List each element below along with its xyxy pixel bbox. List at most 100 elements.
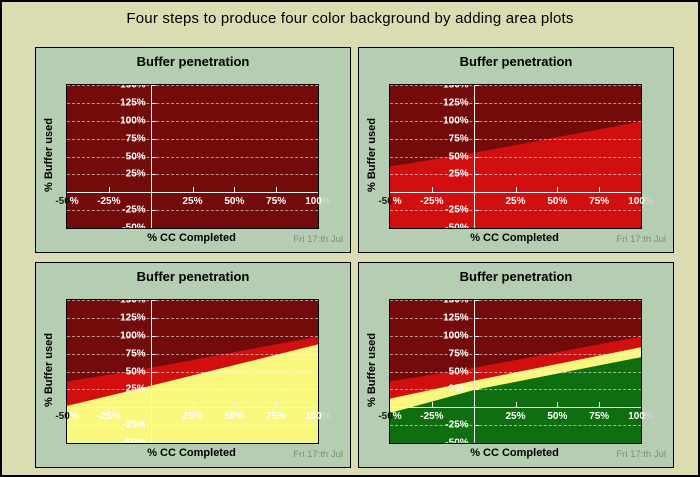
y-tick-mark <box>150 138 156 140</box>
gridline-y-25 <box>390 174 641 176</box>
y-tick-mark <box>473 425 479 427</box>
y-tick-label: 125% <box>120 312 146 324</box>
y-tick-mark <box>150 174 156 176</box>
y-tick-mark <box>150 335 156 337</box>
y-tick-label: 125% <box>443 312 469 324</box>
x-axis-title: % CC Completed <box>470 232 559 244</box>
y-tick-mark <box>150 102 156 104</box>
y-tick-mark <box>150 371 156 373</box>
gridline-y--25 <box>67 210 318 212</box>
y-tick-label: 150% <box>443 85 469 91</box>
gridline-y-125 <box>67 317 318 319</box>
y-tick-mark <box>473 300 479 301</box>
datestamp: Fri 17:th Jul <box>616 449 666 460</box>
y-tick-label: -50% <box>445 437 469 444</box>
x-axis-title: % CC Completed <box>470 447 559 459</box>
gridline-y-125 <box>67 102 318 104</box>
gridline-y-150 <box>390 300 641 301</box>
y-tick-label: 150% <box>120 300 146 306</box>
y-axis-title: % Buffer used <box>43 333 55 407</box>
y-tick-label: -50% <box>122 222 146 229</box>
x-tick-mark <box>599 402 601 408</box>
gridline-y-75 <box>67 138 318 140</box>
y-tick-label: 75% <box>448 133 469 145</box>
x-tick-mark <box>431 187 433 193</box>
chart-panel: Buffer penetration 150% 125% 100% 75% 50% 25% -… <box>35 47 351 253</box>
y-tick-label: 150% <box>120 85 146 91</box>
y-tick-label: 150% <box>443 300 469 306</box>
gridline-y-50 <box>390 156 641 158</box>
x-axis-line <box>67 192 318 194</box>
gridline-y-150 <box>390 85 641 86</box>
y-axis-title: % Buffer used <box>43 118 55 192</box>
x-tick-mark <box>192 402 194 408</box>
gridline-y-25 <box>67 389 318 391</box>
gridline-y-50 <box>390 371 641 373</box>
y-tick-mark <box>150 210 156 212</box>
x-tick-mark <box>599 187 601 193</box>
chart-panel: Buffer penetration 150% 125% 100% 75% 50% 25% -… <box>358 262 674 468</box>
gridline-y-50 <box>67 156 318 158</box>
y-tick-label: 50% <box>448 366 469 377</box>
gridline-y-50 <box>67 371 318 373</box>
y-tick-label: 25% <box>125 168 146 180</box>
plot-area: 150% 125% 100% 75% 50% 25% -25% -50% -50% -25% 25%… <box>378 84 654 229</box>
y-tick-mark <box>150 425 156 427</box>
chart-panel: Buffer penetration 150% 125% 100% 75% 50% 25% -… <box>358 47 674 253</box>
gridline-y-75 <box>390 138 641 140</box>
y-tick-label: 25% <box>448 168 469 180</box>
y-tick-mark <box>150 317 156 319</box>
y-tick-label: -25% <box>122 419 146 431</box>
gridline-y-100 <box>67 120 318 122</box>
y-tick-label: 50% <box>448 151 469 162</box>
figure-title: Four steps to produce four color backgro… <box>126 10 574 27</box>
y-tick-mark <box>473 120 479 122</box>
y-tick-mark <box>150 300 156 301</box>
x-axis-title: % CC Completed <box>147 232 236 244</box>
y-tick-mark <box>150 353 156 355</box>
y-tick-mark <box>473 138 479 140</box>
x-tick-label-outside-part: % <box>644 196 654 208</box>
chart-title: Buffer penetration <box>136 54 250 69</box>
datestamp: Fri 17:th Jul <box>616 234 666 245</box>
y-tick-mark <box>150 120 156 122</box>
y-tick-mark <box>473 371 479 373</box>
x-tick-mark <box>108 187 110 193</box>
x-tick-mark <box>192 187 194 193</box>
gridline-y-75 <box>390 353 641 355</box>
y-tick-mark <box>473 174 479 176</box>
yellow-zone <box>67 344 318 443</box>
gridline-y-125 <box>390 317 641 319</box>
x-tick-label-outside-part: % <box>321 196 331 208</box>
x-tick-mark <box>108 402 110 408</box>
y-tick-mark <box>473 210 479 212</box>
gridline-y--25 <box>390 210 641 212</box>
y-tick-label: 100% <box>120 330 146 342</box>
y-tick-label: 75% <box>448 348 469 360</box>
gridline-y-100 <box>390 120 641 122</box>
x-tick-mark <box>557 402 559 408</box>
y-tick-label: 25% <box>125 383 146 395</box>
y-tick-mark <box>473 335 479 337</box>
y-tick-label: 100% <box>443 330 469 342</box>
gridline-y-75 <box>67 353 318 355</box>
y-tick-label: 75% <box>125 348 146 360</box>
x-axis-title: % CC Completed <box>147 447 236 459</box>
plot-background: 150% 125% 100% 75% 50% 25% -25% -50% <box>390 300 641 443</box>
chart-title: Buffer penetration <box>136 269 250 284</box>
y-tick-mark <box>473 102 479 104</box>
gridline-y-25 <box>67 174 318 176</box>
gridline-y-25 <box>390 389 641 391</box>
plot-area: 150% 125% 100% 75% 50% 25% -25% -50% -50% -25% 25%… <box>55 299 331 444</box>
x-tick-mark <box>276 402 278 408</box>
plot-background: 150% 125% 100% 75% 50% 25% -25% -50% <box>390 85 641 228</box>
y-tick-mark <box>473 353 479 355</box>
plot-area: 150% 125% 100% 75% 50% 25% -25% -50% -50% -25% 25%… <box>378 299 654 444</box>
x-axis-line <box>390 407 641 409</box>
datestamp: Fri 17:th Jul <box>293 234 343 245</box>
y-tick-label: 50% <box>125 151 146 162</box>
plot-background: 150% 125% 100% 75% 50% 25% -25% -50% <box>67 85 318 228</box>
x-tick-label-outside-part: % <box>321 411 331 423</box>
gridline-y-150 <box>67 85 318 86</box>
